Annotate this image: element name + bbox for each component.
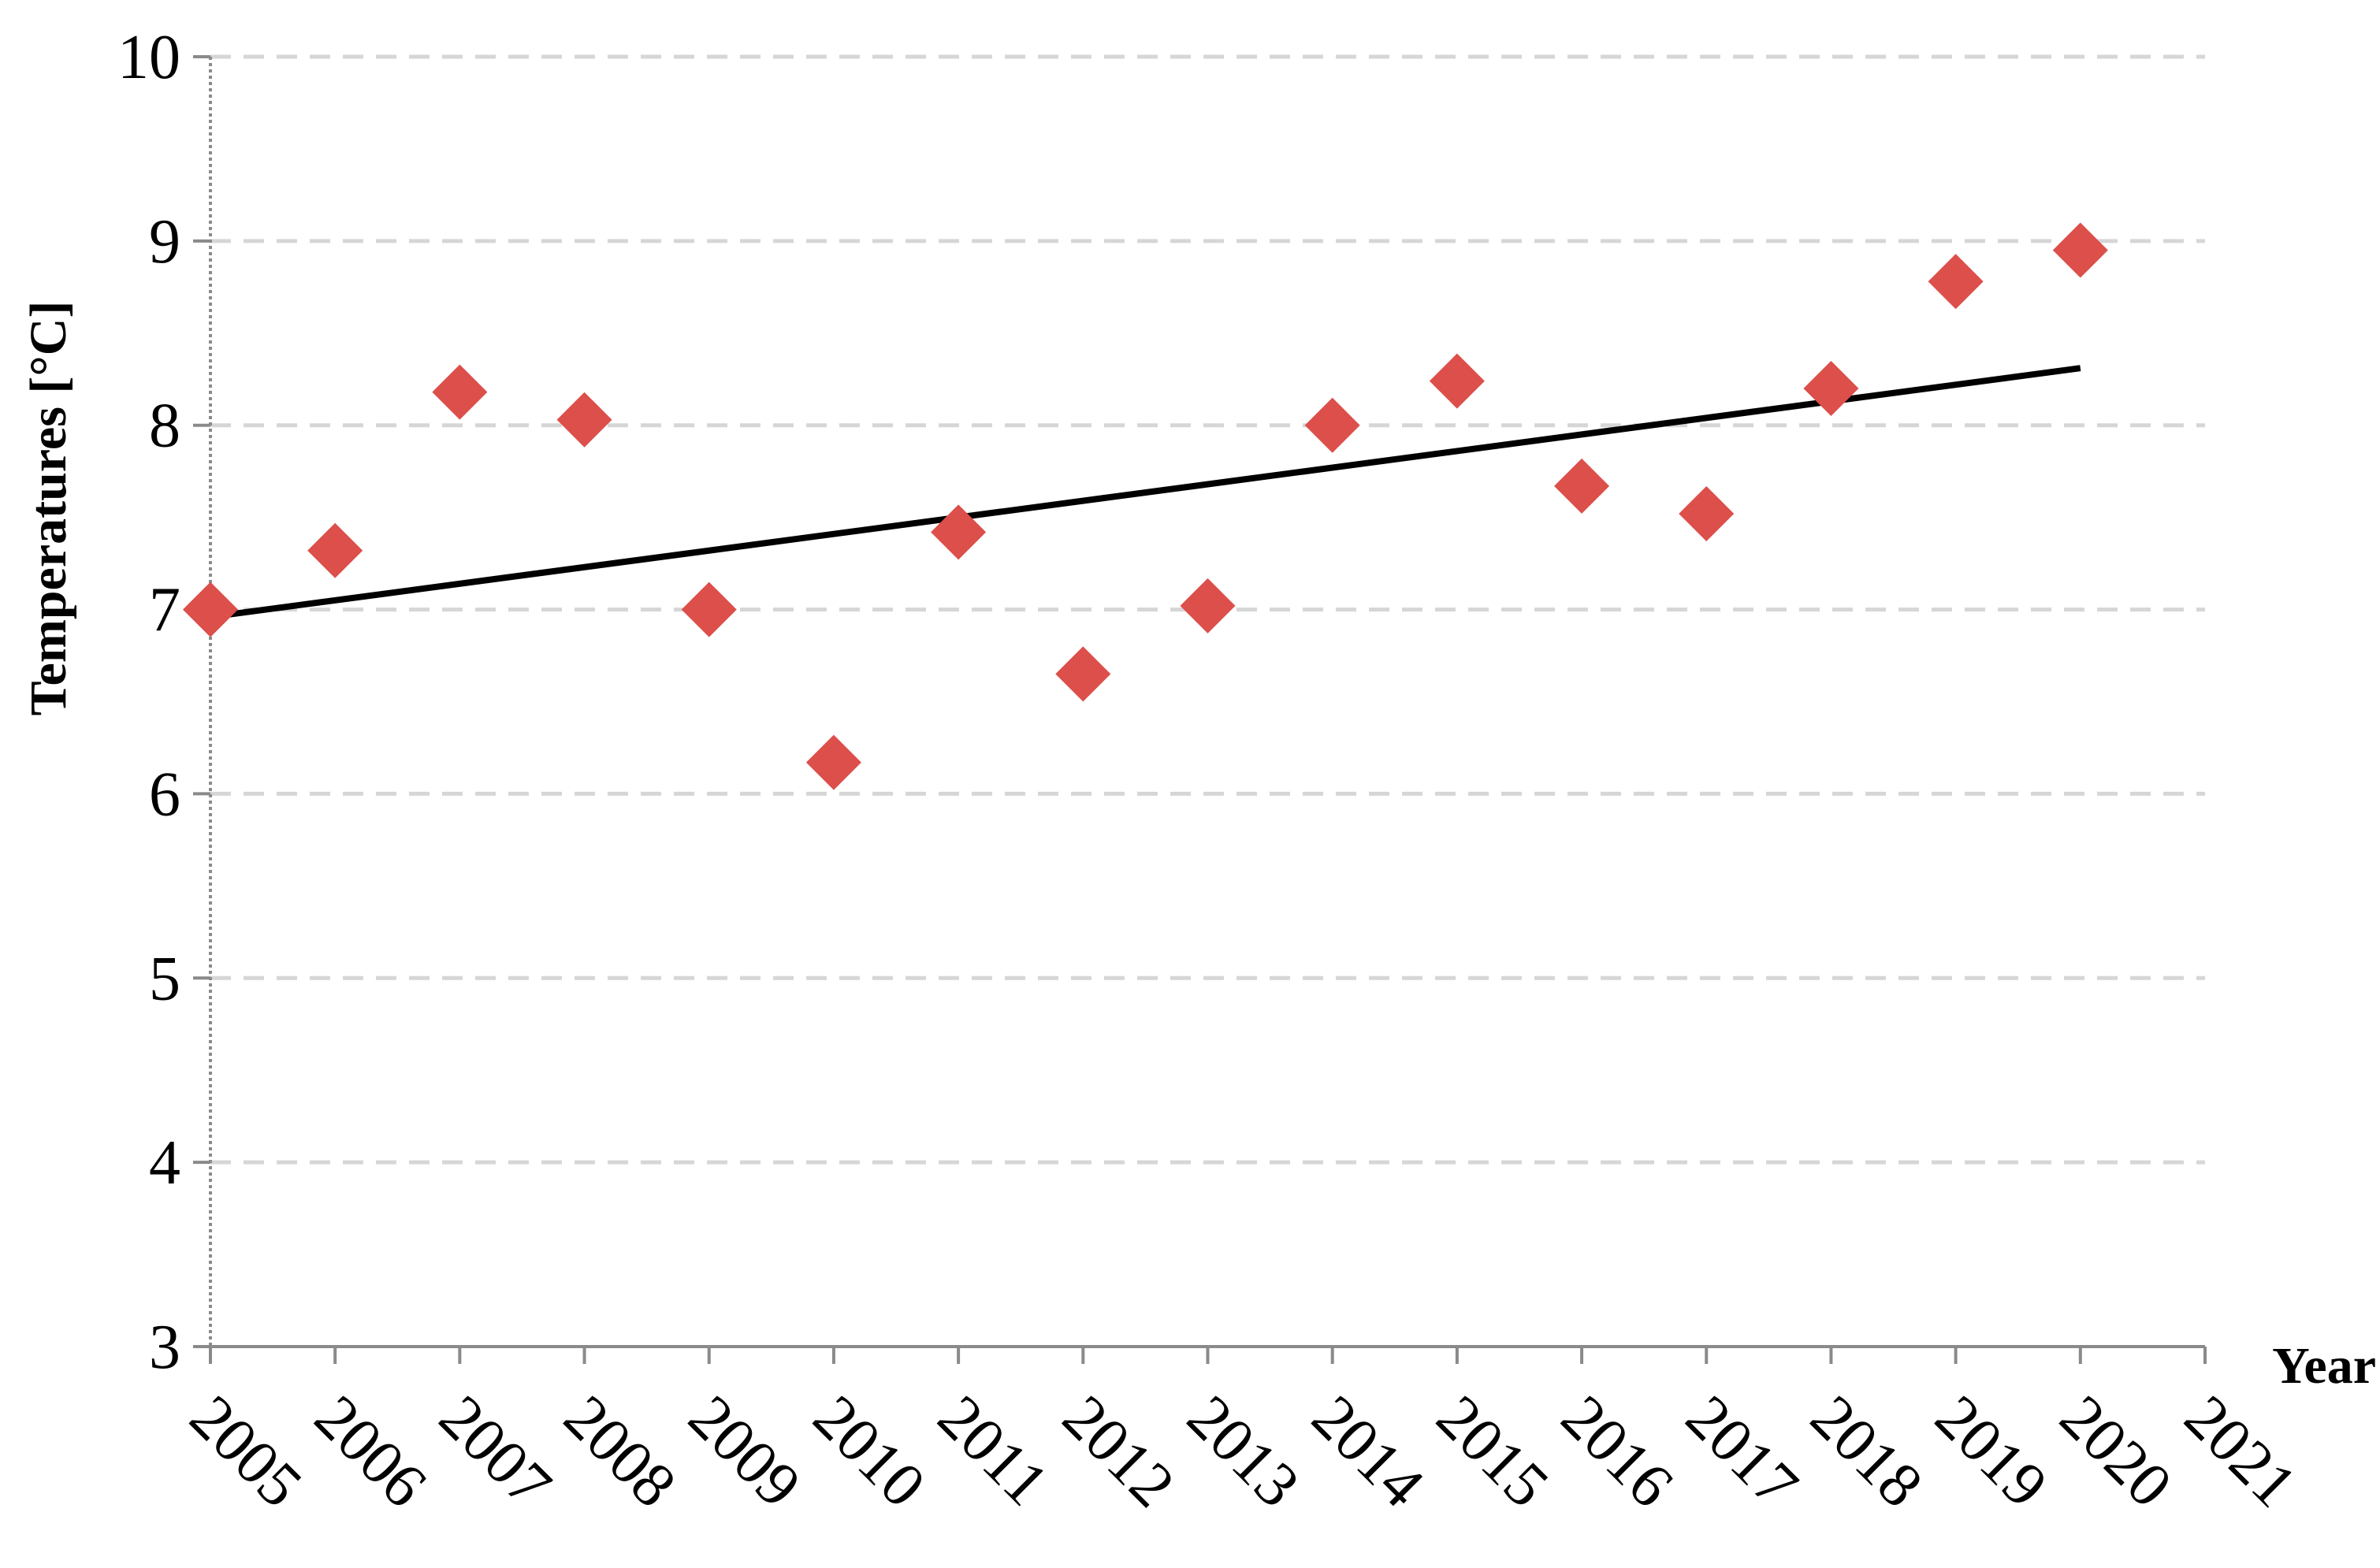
point <box>1679 485 1735 541</box>
point <box>931 504 987 560</box>
trend-line <box>210 365 2081 620</box>
x-tick-label: 2006 <box>301 1383 439 1521</box>
y-tick-label: 7 <box>149 576 180 645</box>
x-tick-label: 2014 <box>1299 1383 1437 1521</box>
y-tick-label: 4 <box>149 1128 180 1198</box>
y-tick-label: 10 <box>117 23 180 92</box>
x-tick-label: 2007 <box>426 1383 564 1521</box>
x-tick-label: 2010 <box>800 1383 938 1521</box>
point <box>2052 222 2108 278</box>
x-tick-label: 2012 <box>1050 1383 1188 1521</box>
point <box>1304 397 1360 453</box>
x-tick-label: 2020 <box>2047 1383 2185 1521</box>
y-tick-label: 6 <box>149 760 180 829</box>
point <box>556 392 612 448</box>
x-tick-label: 2021 <box>2171 1383 2309 1521</box>
point <box>681 581 737 637</box>
x-axis-label: Year <box>2272 1337 2376 1395</box>
point <box>1429 353 1485 409</box>
point <box>805 734 861 790</box>
point <box>1055 646 1111 702</box>
point <box>183 581 238 637</box>
x-tick-label: 2019 <box>1922 1383 2060 1521</box>
point <box>1554 458 1610 514</box>
x-tick-label: 2016 <box>1548 1383 1686 1521</box>
x-tick-label: 2015 <box>1423 1383 1561 1521</box>
y-tick-label: 5 <box>149 944 180 1013</box>
x-tick-label: 2009 <box>675 1383 813 1521</box>
point <box>307 522 363 578</box>
x-tick-label: 2017 <box>1673 1383 1811 1521</box>
x-tick-label: 2005 <box>177 1383 314 1521</box>
y-axis-label: Temperatures [°C] <box>20 301 77 716</box>
point <box>1803 360 1859 416</box>
x-tick-label: 2013 <box>1174 1383 1312 1521</box>
x-tick-label: 2008 <box>551 1383 689 1521</box>
point <box>1180 578 1236 634</box>
y-tick-label: 9 <box>149 207 180 277</box>
y-tick-label: 3 <box>149 1313 180 1382</box>
x-tick-label: 2018 <box>1798 1383 1936 1521</box>
point <box>432 364 488 420</box>
y-tick-label: 8 <box>149 392 180 461</box>
point <box>1928 254 1984 310</box>
x-tick-label: 2011 <box>924 1383 1061 1519</box>
